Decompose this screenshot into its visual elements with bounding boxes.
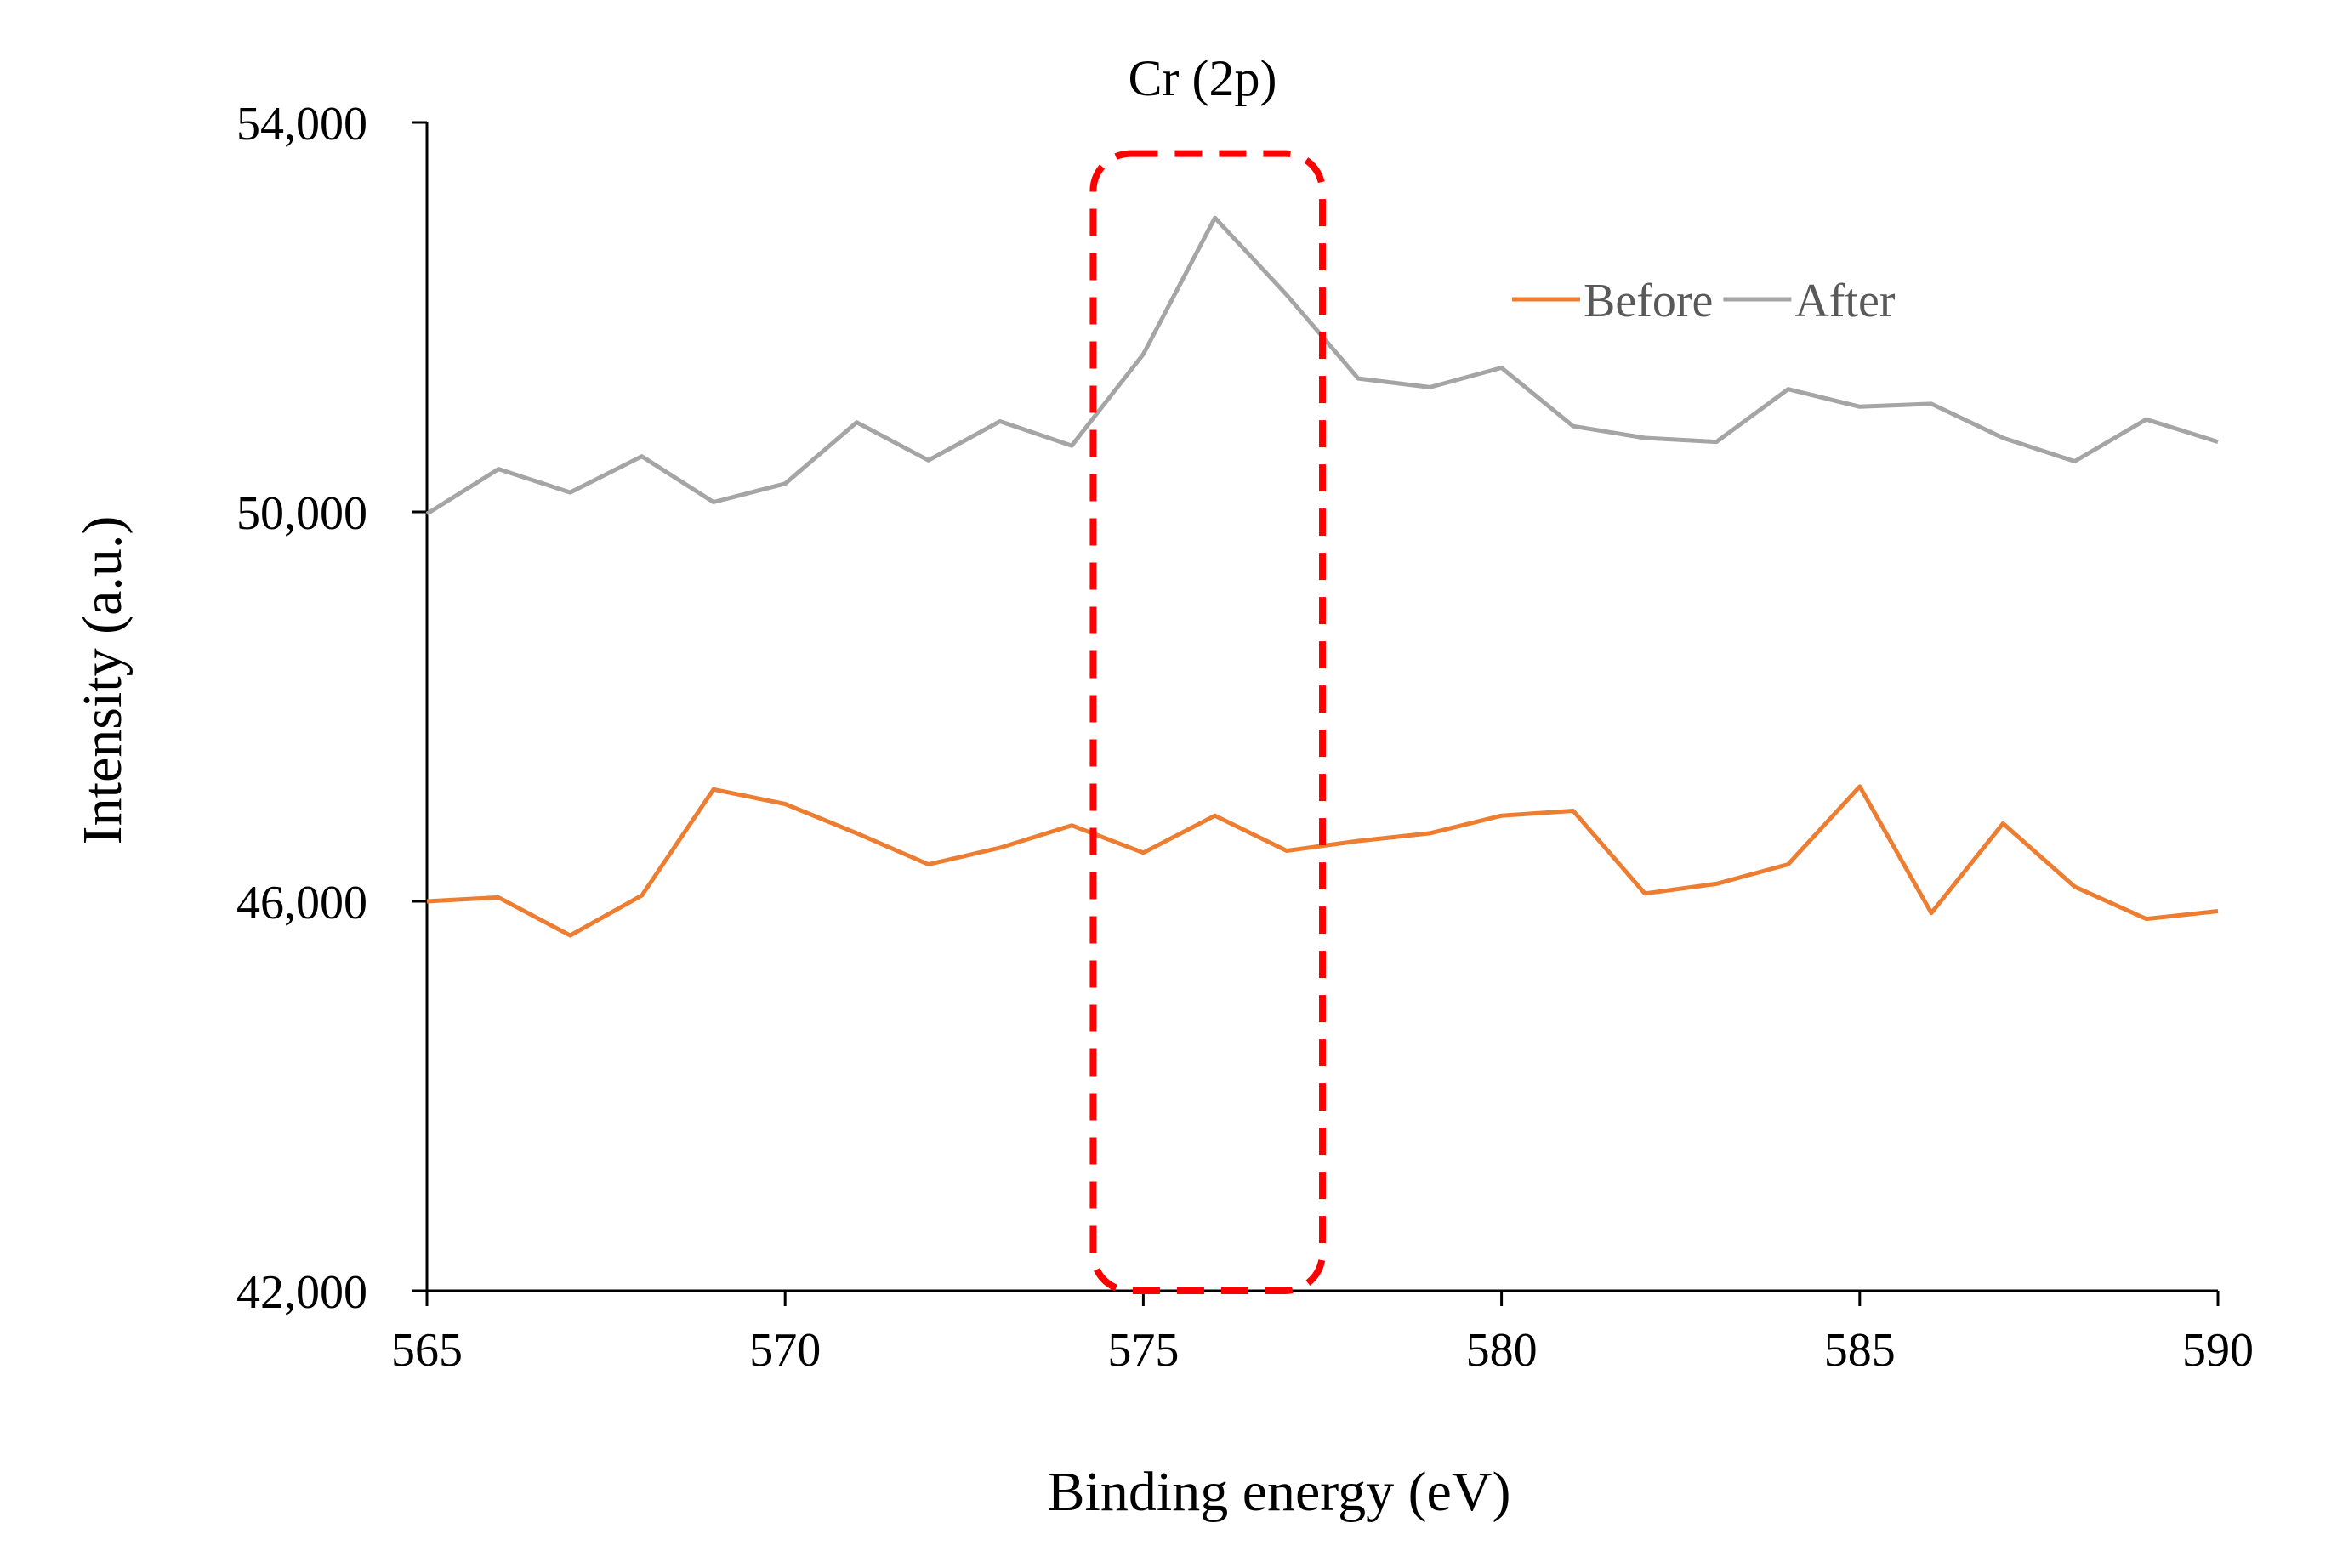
- chart-title: Cr (2p): [1129, 50, 1277, 106]
- x-tick-label: 570: [749, 1324, 821, 1377]
- highlight-box: [1089, 150, 1326, 1294]
- axes: 42,000 46,000 50,000 54,000 565 570 575 580 585 5…: [236, 98, 2254, 1377]
- legend: Before After: [1512, 275, 1896, 327]
- x-tick-label: 580: [1466, 1324, 1538, 1377]
- x-axis-title: Binding energy (eV): [1048, 1461, 1511, 1523]
- x-tick-label: 585: [1824, 1324, 1896, 1377]
- y-tick-label: 42,000: [236, 1266, 367, 1319]
- x-tick-label: 575: [1107, 1324, 1179, 1377]
- y-tick-label: 50,000: [236, 487, 367, 540]
- y-tick-label: 46,000: [236, 877, 367, 929]
- x-tick-label: 590: [2182, 1324, 2254, 1377]
- y-tick-label: 54,000: [236, 98, 367, 151]
- y-axis-title: Intensity (a.u.): [71, 516, 134, 845]
- series-line-before: [426, 784, 2219, 938]
- x-tick-label: 565: [391, 1324, 463, 1377]
- annotation-layer: [1089, 150, 1326, 1294]
- legend-label-before: Before: [1584, 275, 1713, 327]
- legend-label-after: After: [1794, 275, 1896, 327]
